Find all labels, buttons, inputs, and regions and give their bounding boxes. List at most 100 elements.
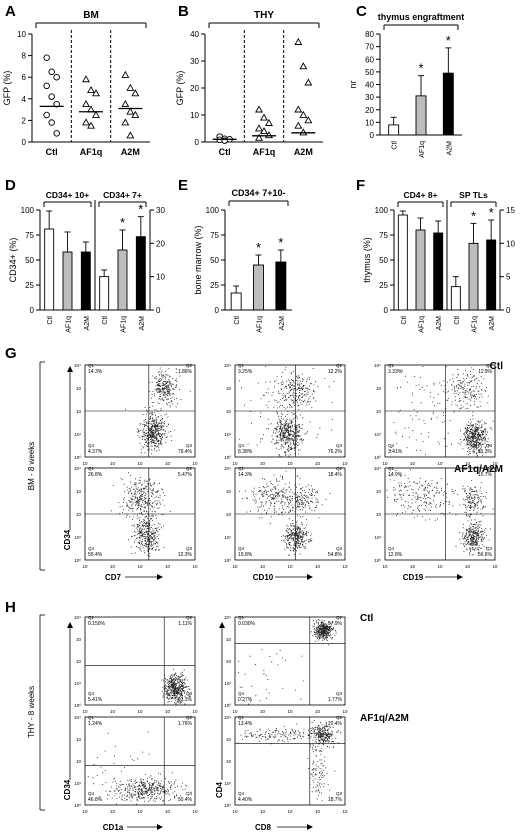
- y-tick-label: 50: [210, 256, 219, 265]
- log-tick-label: 10: [165, 564, 171, 569]
- log-tick-label: 10⁲: [226, 409, 232, 414]
- quadrant-percent: 1.76%: [178, 721, 193, 727]
- quadrant-id: Q4: [238, 691, 245, 696]
- arrow-head: [307, 574, 313, 580]
- quadrant-id: Q2: [336, 615, 343, 620]
- panel-letter-g: G: [5, 345, 17, 362]
- log-tick-label: 10⁲: [76, 512, 82, 517]
- quadrant-percent: 46.8%: [88, 797, 103, 803]
- log-tick-label: 10⁲: [376, 409, 382, 414]
- y-axis-label: GFP (%): [175, 71, 185, 106]
- quadrant-percent: 18.7%: [328, 797, 343, 803]
- bar: [63, 252, 72, 310]
- log-tick-label: 10⁳: [226, 489, 232, 494]
- quadrant-id: Q3: [336, 791, 343, 796]
- log-tick-label: 10⁳: [376, 489, 382, 494]
- y-tick-label: 4: [22, 95, 27, 104]
- x-axis-marker: CD8: [255, 823, 272, 832]
- log-tick-label: 10⁴: [224, 363, 231, 368]
- quadrant-id: Q1: [88, 466, 95, 471]
- quadrant-id: Q1: [238, 363, 245, 368]
- quadrant-percent: 93.3%: [178, 697, 193, 703]
- y-tick-label: 60: [365, 55, 374, 64]
- x-category-label: Ctl: [46, 147, 58, 157]
- x-axis-marker: CD1a: [103, 823, 124, 832]
- x-category-label: AF1q: [80, 147, 103, 157]
- quadrant-percent: 3.41%: [388, 449, 403, 455]
- quadrant-percent: 0.27%: [238, 697, 253, 703]
- bar: [469, 243, 478, 310]
- y-tick-label: 100: [375, 206, 389, 215]
- flow-plot-g-0-1: Q13.25%Q212.2%Q48.38%Q376.2%10⁰1010¹1010…: [224, 363, 348, 466]
- log-tick-label: 10⁰: [224, 703, 231, 708]
- quadrant-percent: 1.77%: [328, 697, 343, 703]
- x-axis-marker: CD10: [253, 573, 274, 582]
- bar: [389, 125, 399, 135]
- log-tick-label: 10: [492, 564, 498, 569]
- log-tick-label: 10: [232, 809, 238, 814]
- data-point: [93, 112, 99, 118]
- log-tick-label: 10⁴: [74, 466, 81, 471]
- panel-letter-c: C: [356, 3, 367, 20]
- quadrant-percent: 0.150%: [88, 621, 106, 627]
- quadrant-id: Q1: [238, 466, 245, 471]
- group-title: CD4+ 8+: [403, 190, 437, 200]
- log-tick-label: 10¹: [374, 535, 381, 540]
- log-tick-label: 10: [137, 461, 143, 466]
- log-tick-label: 10: [232, 709, 238, 714]
- quadrant-percent: 3.33%: [388, 369, 403, 375]
- arrow-head: [157, 574, 163, 580]
- panel-title: BM: [83, 10, 99, 21]
- log-tick-label: 10⁲: [226, 512, 232, 517]
- quadrant-percent: 20.4%: [328, 721, 343, 727]
- x-category-label: Ctl: [392, 141, 399, 150]
- x-category-label: Ctl: [401, 316, 408, 325]
- arrow-head: [157, 824, 163, 830]
- y-axis-label: nr: [348, 80, 358, 88]
- x-category-label: AF1q: [472, 316, 479, 333]
- y-tick-label: 10: [365, 118, 374, 127]
- quadrant-id: Q3: [186, 691, 193, 696]
- data-point: [305, 79, 311, 85]
- y-tick-label: 25: [25, 281, 34, 290]
- y-tick-label: 0: [506, 306, 511, 315]
- flow-plot-g-0-0: Q114.3%Q21.86%Q44.37%Q379.4%10⁰1010¹1010…: [74, 363, 198, 466]
- panel-letter-b: B: [178, 3, 189, 20]
- quadrant-percent: 14.3%: [88, 369, 103, 375]
- y-tick-label: 0: [22, 138, 27, 147]
- log-tick-label: 10: [260, 461, 266, 466]
- log-tick-label: 10: [110, 461, 116, 466]
- x-category-label: Ctl: [219, 147, 231, 157]
- data-point: [300, 129, 306, 135]
- group-title: SP TLs: [459, 190, 488, 200]
- data-point: [266, 120, 272, 126]
- quadrant-percent: 50.4%: [178, 797, 193, 803]
- quadrant-percent: 26.8%: [88, 472, 103, 478]
- log-tick-label: 10: [287, 461, 293, 466]
- x-category-label: AF1q: [121, 316, 128, 333]
- x-category-label: AF1q: [419, 316, 426, 333]
- log-tick-label: 10⁲: [76, 409, 82, 414]
- panel-letter-d: D: [5, 177, 16, 194]
- log-tick-label: 10: [410, 461, 416, 466]
- quadrant-percent: 4.37%: [88, 449, 103, 455]
- log-tick-label: 10: [110, 709, 116, 714]
- log-tick-label: 10: [82, 564, 88, 569]
- flow-plot-h-0-0: Q10.150%Q21.11%Q45.41%Q393.3%10⁰1010¹101…: [74, 615, 198, 714]
- y-tick-label: 100: [206, 206, 220, 215]
- quadrant-id: Q1: [88, 363, 95, 368]
- panel-letter-f: F: [356, 177, 365, 194]
- log-tick-label: 10: [437, 461, 443, 466]
- quadrant-percent: 54.8%: [328, 552, 343, 558]
- log-tick-label: 10⁳: [76, 489, 82, 494]
- y-tick-label: 5: [506, 273, 511, 282]
- quadrant-percent: 5.47%: [178, 472, 193, 478]
- significance-star: *: [446, 33, 451, 48]
- x-category-label: A2M: [139, 316, 146, 331]
- data-point: [256, 106, 262, 112]
- quadrant-id: Q4: [388, 546, 395, 551]
- log-tick-label: 10: [82, 809, 88, 814]
- x-category-label: Ctl: [47, 316, 54, 325]
- log-tick-label: 10: [192, 709, 198, 714]
